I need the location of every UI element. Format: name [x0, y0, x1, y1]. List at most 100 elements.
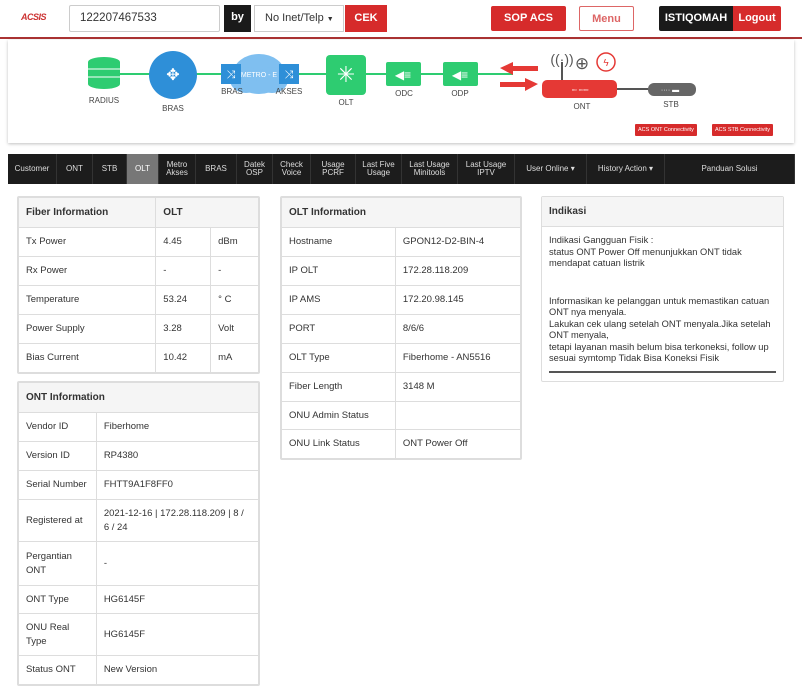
svg-text:⤨: ⤨ [227, 69, 236, 81]
row-label: ONT Type [18, 585, 97, 614]
tab-navigation: Customer ONT STB OLT Metro Akses BRAS Datek OS… [8, 154, 795, 184]
tab-last-usage-iptv[interactable]: Last Usage IPTV [458, 154, 515, 184]
table-row: Version ID RP4380 [18, 441, 260, 471]
splitter-icon: ◀≡ ◀≡ [386, 62, 478, 86]
row-value: Fiberhome [95, 412, 260, 442]
row-value: 2021-12-16 | 172.28.118.209 | 8 / 6 / 24 [95, 499, 260, 542]
svg-text:▫▫ ▫▫▫▫: ▫▫ ▫▫▫▫ [572, 87, 589, 94]
cek-button[interactable]: CEK [345, 5, 387, 32]
row-label: Version ID [18, 441, 97, 471]
row-label: ONU Link Status [281, 429, 396, 459]
indikasi-line [549, 270, 776, 296]
fiber-title: Fiber Information [17, 197, 157, 228]
ont-label: ONT [573, 102, 591, 111]
table-row: IP OLT 172.28.118.209 [281, 256, 522, 286]
by-label: by [224, 5, 251, 32]
row-unit: Volt [210, 314, 259, 344]
table-row: Power Supply 3.28 Volt [17, 314, 259, 344]
tab-check-voice[interactable]: Check Voice [273, 154, 311, 184]
row-label: OLT Type [281, 343, 396, 373]
tab-customer[interactable]: Customer [8, 154, 57, 184]
stb-label: STB [663, 100, 679, 109]
tab-usage-pcrf[interactable]: Usage PCRF [311, 154, 356, 184]
row-value: New Version [95, 655, 260, 685]
row-label: Registered at [18, 499, 97, 542]
tab-olt[interactable]: OLT [127, 154, 159, 184]
table-row: Registered at 2021-12-16 | 172.28.118.209… [18, 499, 260, 542]
globe-icon: ⊕ [575, 54, 589, 73]
row-label: Bias Current [17, 343, 157, 373]
tab-bras[interactable]: BRAS [196, 154, 237, 184]
sop-acs-button[interactable]: SOP ACS [491, 6, 566, 31]
svg-text:✳: ✳ [337, 62, 355, 87]
bidirectional-arrows-icon [500, 62, 538, 91]
wifi-icon: ((·)) [550, 51, 573, 67]
tab-user-online[interactable]: User Online ▾ [515, 154, 587, 184]
row-value: 4.45 [155, 227, 212, 257]
row-label: PORT [281, 314, 396, 344]
fiber-col-olt: OLT [155, 197, 259, 228]
table-row: OLT Type Fiberhome - AN5516 [281, 343, 522, 373]
table-row: Hostname GPON12-D2-BIN-4 [281, 227, 522, 257]
fiber-information-panel: Fiber Information OLT Tx Power 4.45 dBm Rx Po… [17, 196, 260, 374]
table-row: ONT Type HG6145F [18, 585, 260, 614]
indikasi-line: Informasikan ke pelanggan untuk memastik… [549, 295, 770, 318]
tab-last-usage-minitools[interactable]: Last Usage Minitools [402, 154, 458, 184]
tab-panduan-solusi[interactable]: Panduan Solusi [665, 154, 795, 184]
table-row: ONU Admin Status [281, 401, 522, 430]
row-value: 8/6/6 [394, 314, 522, 344]
olt-icon: ✳ [326, 55, 366, 95]
row-label: Rx Power [17, 256, 157, 286]
tab-metro-akses[interactable]: Metro Akses [159, 154, 196, 184]
svg-text:✥: ✥ [166, 67, 179, 84]
tab-last-five-usage[interactable]: Last Five Usage [356, 154, 402, 184]
indikasi-line: tetapi layanan masih belum bisa terkonek… [549, 341, 769, 364]
row-label: Fiber Length [281, 372, 396, 402]
bras-label: BRAS [162, 104, 184, 113]
ont-information-panel: ONT Information Vendor ID Fiberhome Version… [17, 381, 260, 686]
user-name[interactable]: ISTIQOMAH [659, 6, 733, 31]
row-label: Vendor ID [18, 412, 97, 442]
acs-ont-connectivity-button[interactable]: ACS ONT Connectivity [635, 124, 697, 136]
indikasi-line: Lakukan cek ulang setelah ONT menyala.Ji… [549, 318, 771, 341]
caret-down-icon: ▼ [326, 16, 334, 23]
row-label: Tx Power [17, 227, 157, 257]
row-value: HG6145F [95, 585, 260, 614]
row-label: IP OLT [281, 256, 396, 286]
row-unit: - [210, 256, 259, 286]
stb-icon: ···· ▬ [648, 83, 696, 96]
row-value: GPON12-D2-BIN-4 [394, 227, 522, 257]
table-row: Pergantian ONT - [18, 541, 260, 586]
table-row: Bias Current 10.42 mA [17, 343, 259, 373]
table-row: Tx Power 4.45 dBm [17, 227, 259, 257]
olt-label: OLT [338, 98, 354, 107]
acs-stb-connectivity-button[interactable]: ACS STB Connectivity [712, 124, 774, 136]
search-input[interactable]: 122207467533 [69, 5, 220, 32]
indikasi-line: Indikasi Gangguan Fisik : [549, 235, 654, 245]
tab-datek-osp[interactable]: Datek OSP [237, 154, 273, 184]
row-value: 10.42 [155, 343, 212, 373]
indikasi-title: Indikasi [542, 197, 783, 227]
table-row: Status ONT New Version [18, 655, 260, 685]
row-value: - [155, 256, 212, 286]
odc-label: ODC [395, 89, 413, 98]
row-unit: mA [210, 343, 259, 373]
row-value: - [95, 541, 260, 586]
indikasi-line: status ONT Power Off menunjukkan ONT tid… [549, 246, 742, 269]
svg-text:◀≡: ◀≡ [452, 68, 468, 82]
row-label: Pergantian ONT [18, 541, 97, 586]
tab-history-action[interactable]: History Action ▾ [587, 154, 665, 184]
search-type-value: No Inet/Telp [265, 12, 324, 24]
logout-button[interactable]: Logout [733, 6, 781, 31]
tab-stb[interactable]: STB [93, 154, 127, 184]
divider [549, 370, 776, 373]
ont-title: ONT Information [18, 382, 259, 413]
menu-button[interactable]: Menu [579, 6, 634, 31]
svg-text:◀≡: ◀≡ [395, 68, 411, 82]
row-label: Power Supply [17, 314, 157, 344]
table-row: Temperature 53.24 ° C [17, 285, 259, 315]
search-type-select[interactable]: No Inet/Telp ▼ [254, 5, 344, 32]
tab-ont[interactable]: ONT [57, 154, 93, 184]
ont-device-icon: ▫▫ ▫▫▫▫ [542, 62, 617, 98]
row-value: 172.28.118.209 [394, 256, 522, 286]
